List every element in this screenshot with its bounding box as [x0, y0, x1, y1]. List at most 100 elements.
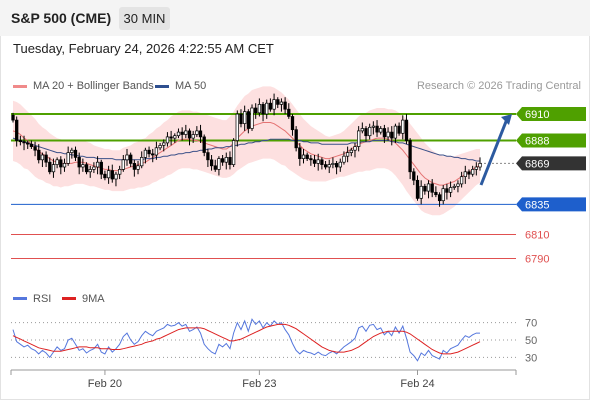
candle — [81, 158, 85, 172]
interval-badge[interactable]: 30 MIN — [119, 7, 170, 30]
candle-body — [18, 140, 23, 143]
9ma-legend-swatch — [62, 297, 76, 300]
candle — [129, 152, 133, 168]
candle — [228, 151, 232, 170]
candle — [408, 138, 412, 180]
level-label-6869: 6869 — [525, 158, 549, 170]
x-tick-label-0: Feb 20 — [88, 378, 122, 390]
candle-body — [305, 154, 309, 159]
candle — [44, 151, 48, 168]
candle — [349, 147, 353, 157]
candle — [393, 123, 398, 143]
candle-body — [114, 173, 118, 180]
candle — [272, 93, 276, 116]
candle-body — [246, 111, 251, 129]
candle — [95, 156, 100, 175]
candle — [184, 124, 188, 139]
candle — [59, 156, 63, 175]
candle-body — [103, 173, 107, 179]
candle — [180, 127, 184, 141]
candle — [452, 183, 456, 190]
candle-body — [40, 154, 45, 161]
level-tag-6869 — [516, 156, 586, 171]
level-label-6835: 6835 — [525, 199, 549, 211]
candle — [176, 128, 181, 139]
candle — [338, 158, 342, 172]
candle-body — [368, 126, 372, 137]
rsi-tick-label-50: 50 — [525, 335, 537, 347]
candle — [110, 164, 114, 183]
candle — [154, 141, 159, 160]
candle-body — [220, 158, 225, 163]
candle-body — [81, 164, 85, 168]
level-label-6790: 6790 — [525, 254, 549, 266]
candle — [345, 146, 350, 163]
candle-body — [62, 163, 67, 168]
candle — [118, 165, 122, 180]
candle-body — [154, 147, 159, 156]
candle-body — [26, 142, 30, 145]
candle — [390, 126, 394, 146]
candle — [162, 139, 166, 152]
candle-body — [375, 125, 379, 133]
x-tick-label-1: Feb 23 — [242, 378, 276, 390]
candle-body — [191, 134, 195, 139]
candle — [382, 124, 387, 143]
candle-body — [143, 149, 148, 158]
candle-body — [228, 157, 232, 165]
candle — [309, 154, 313, 166]
candle-body — [283, 101, 287, 110]
candle — [121, 154, 125, 172]
candle-body — [287, 108, 291, 117]
candle-body — [55, 159, 59, 165]
candle-body — [180, 131, 184, 135]
candle — [103, 170, 107, 181]
candle-body — [206, 152, 210, 161]
candle — [257, 98, 262, 117]
candle-body — [239, 113, 243, 125]
candle — [323, 161, 328, 170]
candle-body — [198, 130, 203, 138]
level-label-6888: 6888 — [525, 136, 549, 148]
candle-body — [66, 152, 70, 164]
candle — [84, 162, 89, 175]
header-bar: S&P 500 (CME) 30 MIN — [0, 0, 590, 36]
candle-body — [467, 171, 471, 175]
candle-body — [393, 125, 398, 139]
candle — [22, 135, 26, 151]
candle — [459, 171, 464, 188]
candle-body — [121, 159, 125, 170]
research-credit: Research © 2026 Trading Central — [416, 80, 581, 92]
candle — [220, 154, 225, 166]
x-tick-label-2: Feb 24 — [400, 378, 434, 390]
candle-body — [99, 161, 103, 175]
candle — [283, 97, 287, 115]
candle-body — [235, 113, 239, 141]
candle-body — [77, 157, 81, 168]
candle-body — [268, 102, 273, 110]
candle — [294, 126, 298, 152]
rsi-line — [12, 318, 480, 362]
candle — [371, 121, 376, 135]
ma20-line — [12, 122, 481, 186]
ma50-legend-label: MA 50 — [175, 80, 207, 92]
candle — [26, 140, 30, 149]
candle-body — [169, 136, 173, 139]
ma50-line — [12, 137, 480, 162]
level-label-6810: 6810 — [525, 229, 549, 241]
candle — [305, 152, 309, 162]
candle — [474, 162, 478, 176]
candle-body — [261, 104, 265, 115]
candle — [404, 114, 409, 145]
candle — [397, 122, 401, 136]
candle — [441, 185, 445, 205]
candle — [298, 142, 302, 166]
candle — [312, 154, 317, 168]
candle — [235, 110, 239, 147]
candle-body — [382, 128, 387, 138]
candle-body — [250, 107, 254, 129]
candle-body — [474, 166, 478, 170]
candle — [29, 140, 34, 149]
candle-body — [162, 142, 166, 146]
